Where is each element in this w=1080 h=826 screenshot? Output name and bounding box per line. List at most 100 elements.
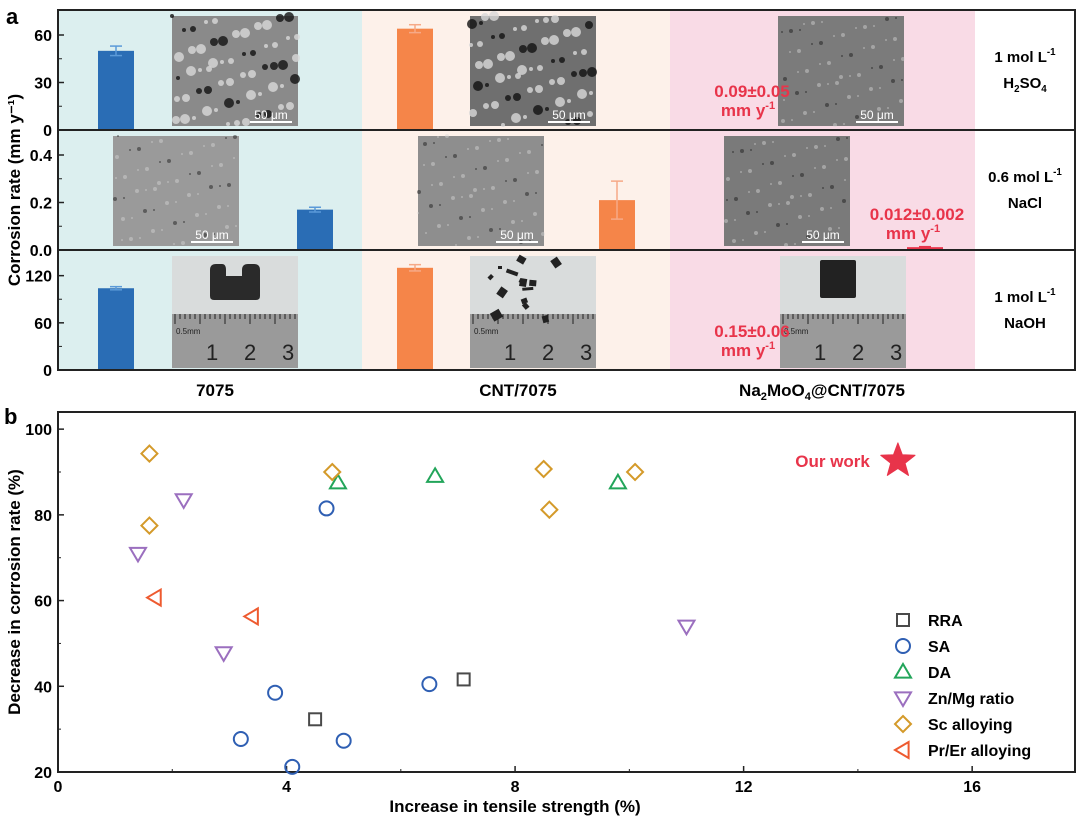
point-zn-mg-ratio [676,619,697,637]
legend-label: Sc alloying [928,717,1012,734]
sem-texture [863,47,865,49]
sem-texture [195,213,199,217]
sem-texture [210,38,218,46]
sem-texture [429,204,433,208]
sem-texture [523,115,527,119]
sem-texture [491,186,495,190]
sem-texture [555,97,565,107]
sem-texture [175,179,179,183]
point-sc-alloying [322,462,342,482]
sem-texture [871,67,873,69]
sem-texture [519,45,527,53]
sem-texture [129,149,131,151]
y-tick-label: 60 [34,28,52,45]
ruler-unit-label: 0.5mm [784,327,809,336]
sample-fragment [498,266,502,269]
condition-concentration: 1 mol L-1 [994,287,1056,306]
sem-texture [790,195,794,199]
sample-fragment [516,254,527,265]
panel-a-y-axis-label: Corrosion rate (mm y⁻¹) [5,94,24,286]
sem-texture [233,135,237,139]
sem-texture [196,88,202,94]
sem-texture [849,53,853,57]
series-sc-alloying [140,444,645,535]
sem-texture [511,220,515,224]
panel-a-frame [57,9,1076,371]
sem-texture [726,199,728,201]
series-zn-mg-ratio [128,493,697,663]
sem-texture [182,28,186,32]
sem-texture [220,60,224,64]
sem-texture [479,21,483,25]
sem-texture [151,229,155,233]
point-rra [456,672,471,687]
sem-texture [822,165,826,169]
sem-texture [756,189,760,193]
ruler-unit-label: 0.5mm [474,327,499,336]
sem-texture [425,232,427,234]
sem-texture [537,65,543,71]
sem-texture [268,82,278,92]
sem-texture [734,197,738,201]
sem-texture [770,161,774,165]
series-da [328,466,628,490]
our-work-star [880,442,916,476]
text-part: -1 [765,100,775,112]
sem-texture [750,149,752,151]
text-part: NaCl [1008,195,1042,212]
sem-texture [254,22,262,30]
sem-texture [431,162,435,166]
sem-texture [836,137,840,141]
sample-fragment [541,314,550,324]
ruler-unit-label: 0.5mm [176,327,201,336]
sem-texture [819,41,823,45]
sem-texture [893,59,895,61]
sem-texture [115,177,117,179]
condition-solution: NaOH [1004,315,1046,332]
ruler-number: 1 [504,340,516,365]
sample-photo: 0.5mm 1 2 3 [172,256,298,368]
sem-texture [551,59,555,63]
sem-texture [535,192,537,194]
sem-texture [748,191,750,193]
sem-texture [557,77,565,85]
sem-texture [764,231,766,233]
point-sa [232,731,249,747]
sem-image: 50 μm [170,12,300,126]
sem-texture [117,135,119,137]
series-sa [232,500,438,775]
sem-texture [789,51,791,53]
sem-texture [503,200,507,204]
sem-texture [497,138,501,142]
sem-texture [527,43,537,53]
sem-texture [182,94,190,102]
sem-texture [814,145,818,149]
sem-texture [816,235,818,237]
sem-texture [159,139,163,143]
point-zn-mg-ratio [173,493,194,510]
sem-texture [481,208,485,212]
sem-texture [833,123,837,127]
legend-item: SA [895,638,951,656]
sample-fragment [519,277,528,288]
sem-texture [475,61,483,69]
sem-texture [830,207,832,209]
sem-texture [846,137,848,139]
sem-texture [797,71,799,73]
sem-texture [541,144,543,146]
sem-texture [219,163,223,167]
sem-texture [517,65,527,75]
sem-texture [208,58,218,68]
scale-bar-label: 50 μm [500,228,534,242]
sem-texture [901,57,905,61]
point-da [608,472,628,490]
legend-item: Sc alloying [893,714,1012,734]
sem-texture [217,205,221,209]
sem-texture [811,21,815,25]
sem-texture [770,183,772,185]
sem-texture [417,212,419,214]
corrosion-rate-annotation: 0.012±0.002 [870,205,964,224]
sem-texture [573,51,577,55]
point-sa [267,684,284,701]
